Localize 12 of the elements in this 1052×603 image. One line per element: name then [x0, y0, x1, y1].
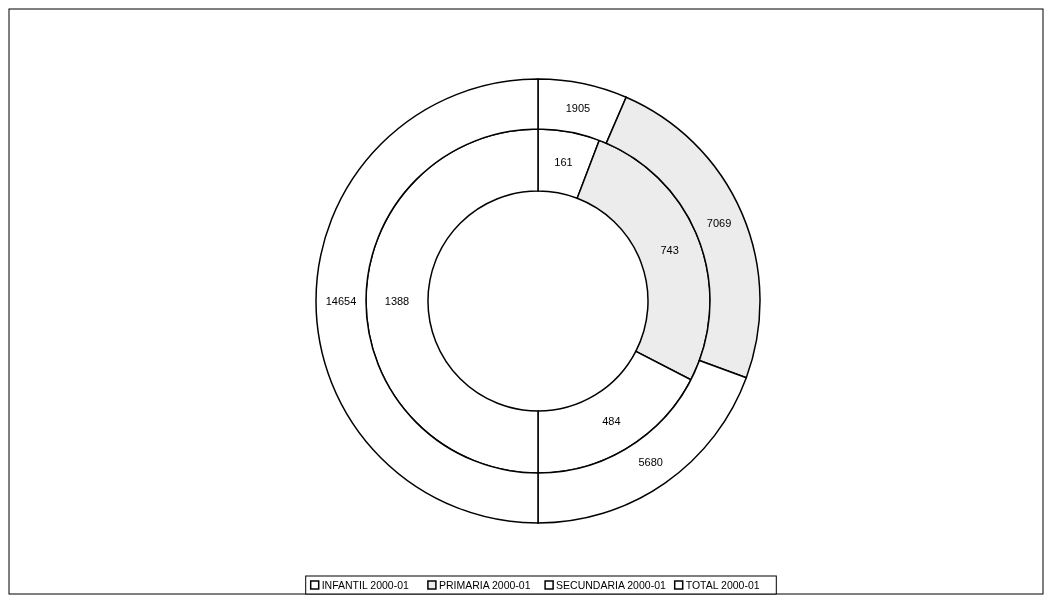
- data-label: 5680: [638, 456, 663, 469]
- data-label: 14654: [325, 294, 357, 307]
- data-label: 7069: [706, 217, 732, 230]
- data-label: 484: [602, 415, 621, 428]
- legend-label: PRIMARIA 2000-01: [438, 579, 531, 591]
- data-label: 161: [554, 156, 573, 169]
- legend-label: SECUNDARIA 2000-01: [556, 579, 666, 591]
- legend-label: TOTAL 2000-01: [685, 579, 760, 591]
- data-label: 1388: [384, 294, 410, 307]
- data-label: 1905: [565, 101, 591, 114]
- data-label: 743: [660, 244, 679, 257]
- legend-label: INFANTIL 2000-01: [321, 579, 410, 591]
